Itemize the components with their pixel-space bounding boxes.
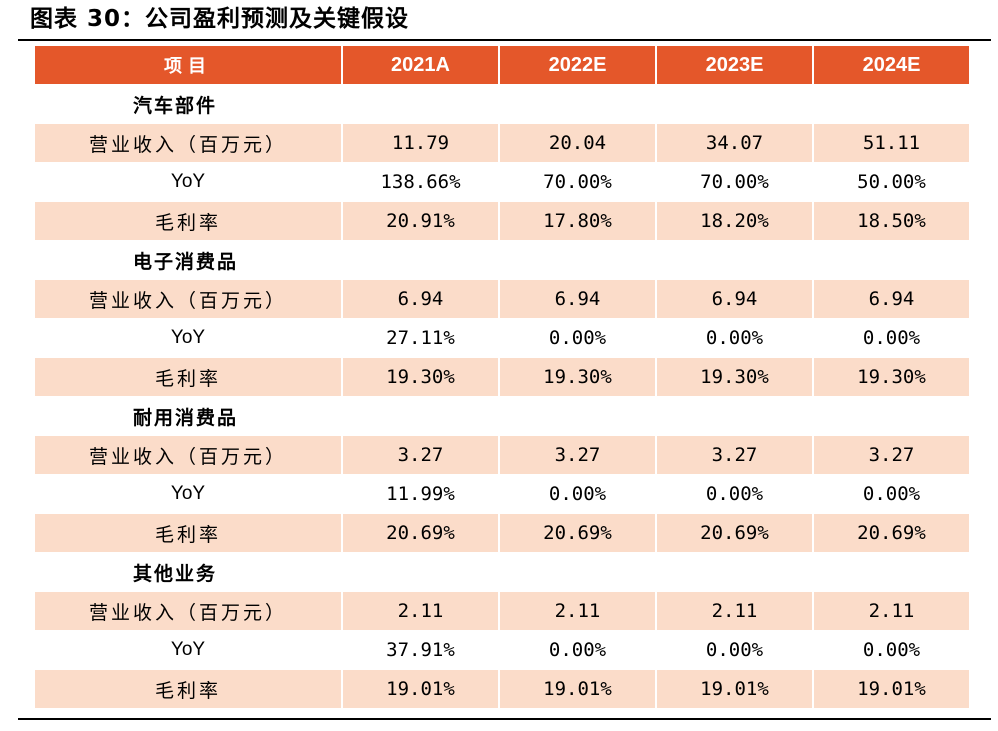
cell-value: 20.69% [343, 514, 498, 552]
header-item: 项目 [35, 46, 341, 84]
row-label: 毛利率 [35, 514, 341, 552]
row-label: 毛利率 [35, 670, 341, 708]
cell-value: 2.11 [500, 592, 655, 630]
header-2021a: 2021A [343, 46, 498, 84]
table-row: 毛利率 20.91% 17.80% 18.20% 18.50% [35, 202, 969, 240]
cell-value: 19.30% [657, 358, 812, 396]
section-label: 电子消费品 [133, 250, 239, 273]
cell-value: 0.00% [548, 483, 607, 505]
cell-value: 19.01% [814, 670, 969, 708]
cell-value: 19.30% [500, 358, 655, 396]
cell-value: 3.27 [343, 436, 498, 474]
row-label: 营业收入（百万元） [35, 592, 341, 630]
cell-value: 34.07 [657, 124, 812, 162]
row-label: 营业收入（百万元） [35, 436, 341, 474]
cell-value: 70.00% [543, 171, 612, 193]
cell-value: 20.69% [814, 514, 969, 552]
cell-value: 3.27 [500, 436, 655, 474]
section-row: 耐用消费品 [35, 397, 969, 435]
cell-value: 138.66% [380, 171, 461, 193]
header-2023e: 2023E [657, 46, 812, 84]
table-row: YoY 11.99% 0.00% 0.00% 0.00% [35, 475, 969, 513]
bottom-divider [18, 718, 991, 720]
table-row: 营业收入（百万元） 11.79 20.04 34.07 51.11 [35, 124, 969, 162]
cell-value: 0.00% [548, 639, 607, 661]
cell-value: 51.11 [814, 124, 969, 162]
cell-value: 0.00% [548, 327, 607, 349]
cell-value: 18.20% [657, 202, 812, 240]
header-2022e: 2022E [500, 46, 655, 84]
row-label: YoY [170, 639, 206, 660]
cell-value: 2.11 [343, 592, 498, 630]
cell-value: 2.11 [657, 592, 812, 630]
table-row: 毛利率 20.69% 20.69% 20.69% 20.69% [35, 514, 969, 552]
cell-value: 0.00% [862, 483, 921, 505]
cell-value: 20.91% [343, 202, 498, 240]
cell-value: 6.94 [657, 280, 812, 318]
cell-value: 0.00% [705, 639, 764, 661]
cell-value: 50.00% [857, 171, 926, 193]
title-divider [18, 39, 991, 41]
cell-value: 20.69% [500, 514, 655, 552]
table-row: YoY 37.91% 0.00% 0.00% 0.00% [35, 631, 969, 669]
cell-value: 11.99% [386, 483, 455, 505]
cell-value: 2.11 [814, 592, 969, 630]
table-row: 毛利率 19.01% 19.01% 19.01% 19.01% [35, 670, 969, 708]
section-row: 电子消费品 [35, 241, 969, 279]
cell-value: 3.27 [657, 436, 812, 474]
table-row: 营业收入（百万元） 2.11 2.11 2.11 2.11 [35, 592, 969, 630]
row-label: YoY [170, 327, 206, 348]
row-label: 营业收入（百万元） [35, 124, 341, 162]
table-header-row: 项目 2021A 2022E 2023E 2024E [35, 46, 969, 84]
section-row: 其他业务 [35, 553, 969, 591]
cell-value: 37.91% [386, 639, 455, 661]
cell-value: 19.01% [657, 670, 812, 708]
cell-value: 17.80% [500, 202, 655, 240]
figure-title: 图表 30：公司盈利预测及关键假设 [30, 6, 410, 32]
table-row: 营业收入（百万元） 6.94 6.94 6.94 6.94 [35, 280, 969, 318]
cell-value: 0.00% [705, 483, 764, 505]
cell-value: 70.00% [700, 171, 769, 193]
cell-value: 19.30% [814, 358, 969, 396]
cell-value: 27.11% [386, 327, 455, 349]
row-label: YoY [170, 483, 206, 504]
table-row: YoY 27.11% 0.00% 0.00% 0.00% [35, 319, 969, 357]
row-label: 毛利率 [35, 358, 341, 396]
table-row: 毛利率 19.30% 19.30% 19.30% 19.30% [35, 358, 969, 396]
cell-value: 6.94 [814, 280, 969, 318]
cell-value: 0.00% [705, 327, 764, 349]
header-2024e: 2024E [814, 46, 969, 84]
section-row: 汽车部件 [35, 85, 969, 123]
table-row: YoY 138.66% 70.00% 70.00% 50.00% [35, 163, 969, 201]
cell-value: 6.94 [343, 280, 498, 318]
row-label: 毛利率 [35, 202, 341, 240]
cell-value: 20.69% [657, 514, 812, 552]
section-label: 其他业务 [133, 562, 218, 585]
cell-value: 18.50% [814, 202, 969, 240]
cell-value: 20.04 [500, 124, 655, 162]
section-label: 汽车部件 [133, 94, 218, 117]
section-label: 耐用消费品 [133, 406, 239, 429]
row-label: 营业收入（百万元） [35, 280, 341, 318]
row-label: YoY [170, 171, 206, 192]
cell-value: 11.79 [343, 124, 498, 162]
cell-value: 19.01% [500, 670, 655, 708]
cell-value: 3.27 [814, 436, 969, 474]
cell-value: 6.94 [500, 280, 655, 318]
cell-value: 0.00% [862, 639, 921, 661]
cell-value: 19.01% [343, 670, 498, 708]
cell-value: 0.00% [862, 327, 921, 349]
forecast-table: 项目 2021A 2022E 2023E 2024E 汽车部件 营业收入（百万元… [33, 45, 971, 709]
table-row: 营业收入（百万元） 3.27 3.27 3.27 3.27 [35, 436, 969, 474]
cell-value: 19.30% [343, 358, 498, 396]
